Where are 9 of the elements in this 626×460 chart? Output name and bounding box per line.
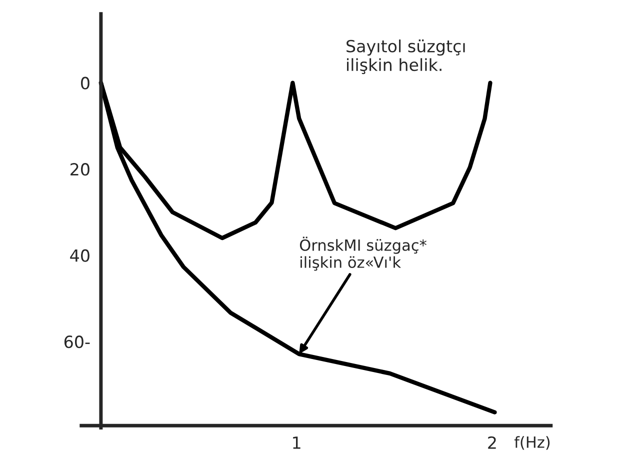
y-tick-label: 40 [70, 249, 90, 262]
x-tick-label: 1 [293, 436, 300, 449]
x-axis-title: f(Hz) [514, 436, 550, 450]
x-tick-label: 2 [488, 436, 496, 449]
annotation: Sayıtol süzgtçı ilişkin helik. [346, 40, 465, 74]
y-tick-label: 0 [81, 76, 90, 90]
y-tick-label: 20 [70, 163, 90, 176]
annotation: ÖrnskMI süzgaç* ilişkin öz«Vı'k [300, 236, 426, 271]
y-tick-label: 60- [64, 336, 90, 348]
